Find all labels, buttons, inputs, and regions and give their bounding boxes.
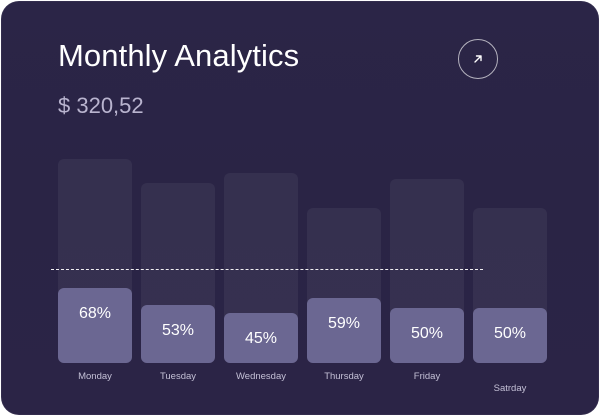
day-label: Monday bbox=[78, 371, 112, 382]
average-reference-line bbox=[51, 269, 483, 270]
open-details-button[interactable] bbox=[458, 39, 498, 79]
bar-wednesday[interactable] bbox=[224, 313, 298, 363]
bar-value-label: 45% bbox=[244, 330, 278, 347]
day-label: Satrday bbox=[493, 383, 527, 394]
bar-value-label: 50% bbox=[493, 325, 527, 342]
bar-thursday[interactable] bbox=[307, 298, 381, 363]
day-label: Friday bbox=[413, 371, 441, 382]
bar-friday[interactable] bbox=[390, 308, 464, 363]
bar-value-label: 68% bbox=[78, 305, 112, 322]
bar-value-label: 53% bbox=[161, 322, 195, 339]
bar-value-label: 59% bbox=[327, 315, 361, 332]
bar-tuesday[interactable] bbox=[141, 305, 215, 363]
day-label: Wednesday bbox=[236, 371, 286, 382]
amount-value: $ 320,52 bbox=[58, 93, 144, 118]
bar-satrday[interactable] bbox=[473, 308, 547, 363]
arrow-up-right-icon bbox=[472, 53, 484, 65]
bar-value-label: 50% bbox=[410, 325, 444, 342]
day-label: Thursday bbox=[324, 371, 364, 382]
day-label: Tuesday bbox=[159, 371, 197, 382]
card-title: Monthly Analytics bbox=[58, 38, 300, 73]
bar-monday[interactable] bbox=[58, 288, 132, 363]
